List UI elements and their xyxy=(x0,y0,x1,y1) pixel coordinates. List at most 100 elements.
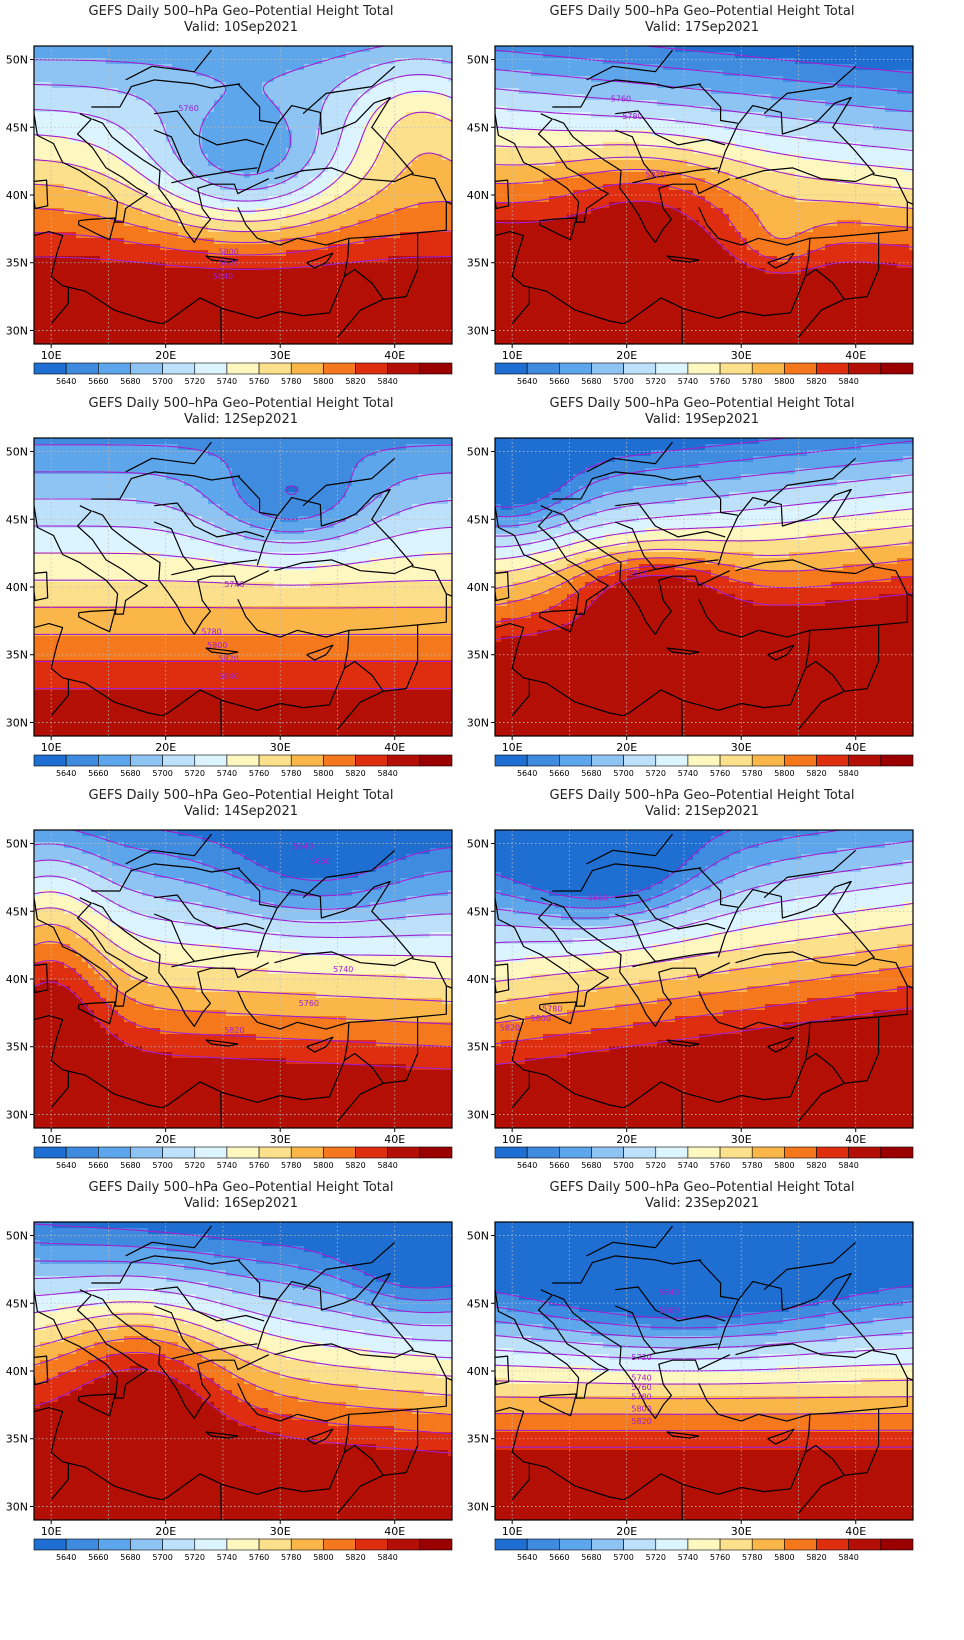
colorbar-label: 5720 xyxy=(185,1161,205,1170)
lat-tick-label: 40N xyxy=(467,581,489,594)
colorbar-label: 5760 xyxy=(710,1161,730,1170)
colorbar-label: 5740 xyxy=(678,769,698,778)
colorbar: 5640 5660 5680 5700 5720 5740 5760 5780 5800 5820… xyxy=(33,754,453,778)
map-panel-3: GEFS Daily 500–hPa Geo–Potential Height … xyxy=(0,392,482,802)
lon-tick-label: 20E xyxy=(155,349,176,362)
colorbar-label: 5640 xyxy=(56,1161,76,1170)
colorbar-label: 5800 xyxy=(774,769,794,778)
lat-tick-label: 50N xyxy=(6,1230,28,1243)
lat-tick-label: 40N xyxy=(6,189,28,202)
lat-tick-label: 40N xyxy=(6,1365,28,1378)
colorbar: 5640 5660 5680 5700 5720 5740 5760 5780 5800 5820… xyxy=(33,1538,453,1562)
colorbar-label: 5660 xyxy=(549,1161,569,1170)
contour-label: 5840 xyxy=(213,272,233,281)
colorbar-label: 5720 xyxy=(646,377,666,386)
lat-tick-label: 45N xyxy=(467,905,489,918)
colorbar: 5640 5660 5680 5700 5720 5740 5760 5780 5800 5820… xyxy=(33,362,453,386)
colorbar-label: 5740 xyxy=(678,1161,698,1170)
colorbar-label: 5820 xyxy=(806,377,826,386)
panel-title: GEFS Daily 500–hPa Geo–Potential Height … xyxy=(461,1180,943,1196)
lat-tick-label: 35N xyxy=(6,1041,28,1054)
colorbar-label: 5680 xyxy=(120,377,140,386)
lon-tick-label: 40E xyxy=(845,349,866,362)
valid-date: 16Sep2021 xyxy=(224,1196,298,1211)
colorbar-label: 5820 xyxy=(806,769,826,778)
valid-prefix: Valid: xyxy=(645,1196,681,1211)
panel-valid-date: Valid: 12Sep2021 xyxy=(0,412,482,428)
panel-title: GEFS Daily 500–hPa Geo–Potential Height … xyxy=(461,396,943,412)
lon-tick-label: 40E xyxy=(845,1133,866,1146)
colorbar-label: 5640 xyxy=(56,1553,76,1562)
lat-tick-label: 30N xyxy=(467,324,489,337)
colorbar-label: 5780 xyxy=(742,377,762,386)
lon-tick-label: 20E xyxy=(155,1133,176,1146)
valid-prefix: Valid: xyxy=(645,804,681,819)
valid-date: 14Sep2021 xyxy=(224,804,298,819)
lat-tick-label: 50N xyxy=(467,1230,489,1243)
panel-title: GEFS Daily 500–hPa Geo–Potential Height … xyxy=(461,4,943,20)
colorbar-label: 5700 xyxy=(613,1161,633,1170)
panel-title: GEFS Daily 500–hPa Geo–Potential Height … xyxy=(461,788,943,804)
colorbar-label: 5700 xyxy=(152,769,172,778)
colorbar-label: 5780 xyxy=(281,1553,301,1562)
colorbar-label: 5760 xyxy=(710,1553,730,1562)
contour-label: 5760 xyxy=(178,104,198,113)
lat-tick-label: 35N xyxy=(467,257,489,270)
lon-tick-label: 10E xyxy=(502,1133,523,1146)
lon-tick-label: 10E xyxy=(41,741,62,754)
colorbar-label: 5720 xyxy=(646,1161,666,1170)
colorbar-label: 5640 xyxy=(517,1161,537,1170)
colorbar-label: 5720 xyxy=(646,1553,666,1562)
colorbar-label: 5780 xyxy=(742,1553,762,1562)
lon-tick-label: 20E xyxy=(155,741,176,754)
contour-label: 5820 xyxy=(219,655,239,664)
colorbar-label: 5820 xyxy=(345,377,365,386)
colorbar-label: 5740 xyxy=(217,1553,237,1562)
lat-tick-label: 40N xyxy=(6,973,28,986)
contour-label: 5840 xyxy=(219,672,239,681)
contour-label: 5820 xyxy=(628,569,648,578)
contour-label: 5820 xyxy=(224,1026,244,1035)
panel-title: GEFS Daily 500–hPa Geo–Potential Height … xyxy=(0,396,482,412)
colorbar-label: 5660 xyxy=(88,377,108,386)
colorbar-label: 5800 xyxy=(313,1161,333,1170)
colorbar-label: 5720 xyxy=(646,769,666,778)
valid-prefix: Valid: xyxy=(645,412,681,427)
colorbar-label: 5820 xyxy=(806,1553,826,1562)
colorbar-label: 5700 xyxy=(152,1161,172,1170)
colorbar-label: 5760 xyxy=(710,377,730,386)
contour-label: 5760 xyxy=(631,1383,651,1392)
lat-tick-label: 50N xyxy=(467,54,489,67)
contour-label: 5820 xyxy=(631,1417,651,1426)
contour-label: 5800 xyxy=(219,248,239,257)
lon-tick-label: 10E xyxy=(502,349,523,362)
colorbar-label: 5660 xyxy=(549,769,569,778)
lon-tick-label: 30E xyxy=(731,1525,752,1538)
lon-tick-label: 10E xyxy=(41,1525,62,1538)
height-map: 5640566057205740576057805800582050N45N40… xyxy=(467,1221,914,1562)
valid-prefix: Valid: xyxy=(645,20,681,35)
colorbar: 5640 5660 5680 5700 5720 5740 5760 5780 5800 5820… xyxy=(33,1146,453,1170)
lat-tick-label: 35N xyxy=(467,649,489,662)
colorbar-label: 5740 xyxy=(217,769,237,778)
lat-tick-label: 40N xyxy=(467,973,489,986)
contour-label: 5780 xyxy=(631,1392,651,1401)
panel-valid-date: Valid: 10Sep2021 xyxy=(0,20,482,36)
colorbar-label: 5740 xyxy=(678,1553,698,1562)
lat-tick-label: 45N xyxy=(467,121,489,134)
colorbar-label: 5840 xyxy=(378,1553,398,1562)
contour-label: 5640 xyxy=(659,1288,679,1297)
contour-label: 5800 xyxy=(531,1014,551,1023)
valid-date: 21Sep2021 xyxy=(685,804,759,819)
lat-tick-label: 45N xyxy=(6,1297,28,1310)
lon-tick-label: 40E xyxy=(845,741,866,754)
map-panel-8: GEFS Daily 500–hPa Geo–Potential Height … xyxy=(461,1176,943,1586)
contour-label: 5640 xyxy=(293,842,313,851)
lon-tick-label: 30E xyxy=(731,1133,752,1146)
lon-tick-label: 20E xyxy=(616,741,637,754)
colorbar-label: 5800 xyxy=(313,769,333,778)
